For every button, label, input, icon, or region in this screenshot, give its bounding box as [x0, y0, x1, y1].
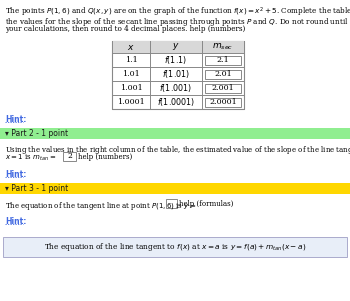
Text: 2.0001: 2.0001 — [209, 98, 237, 106]
Text: your calculations, then round to 4 decimal places. help (numbers): your calculations, then round to 4 decim… — [5, 25, 245, 33]
Text: 1.1: 1.1 — [125, 56, 137, 64]
Text: Hint:: Hint: — [5, 115, 26, 124]
Text: ▾ Part 3 - 1 point: ▾ Part 3 - 1 point — [5, 184, 68, 193]
Text: $f(1.001)$: $f(1.001)$ — [159, 82, 192, 94]
Text: 2.01: 2.01 — [214, 70, 232, 78]
Text: 2.001: 2.001 — [212, 84, 235, 92]
Text: the values for the slope of the secant line passing through points $P$ and $Q$. : the values for the slope of the secant l… — [5, 15, 350, 27]
Bar — [205, 83, 241, 92]
Text: The equation of the line tangent to $f(x)$ at $x = a$ is $y = f(a) + m_{tan}(x -: The equation of the line tangent to $f(x… — [44, 241, 306, 253]
Bar — [205, 98, 241, 107]
Bar — [166, 199, 177, 208]
Text: The equation of the tangent line at point $P(1, 6)$ is $y = $: The equation of the tangent line at poin… — [5, 200, 196, 212]
Text: $x = 1$ is $m_{tan} = $: $x = 1$ is $m_{tan} = $ — [5, 153, 56, 163]
Bar — [63, 152, 76, 161]
Bar — [0, 183, 350, 194]
Text: $f(1.0001)$: $f(1.0001)$ — [157, 96, 195, 108]
Text: Using the values in the right column of the table, the estimated value of the sl: Using the values in the right column of … — [5, 144, 350, 156]
Text: 1.0001: 1.0001 — [117, 98, 145, 106]
Bar — [3, 237, 347, 257]
Text: 2: 2 — [67, 153, 72, 160]
Bar — [112, 41, 244, 109]
Text: $m_{sec}$: $m_{sec}$ — [212, 42, 234, 52]
Text: $x$: $x$ — [127, 42, 135, 51]
Text: ▾ Part 2 - 1 point: ▾ Part 2 - 1 point — [5, 129, 68, 138]
Text: 2.1: 2.1 — [217, 56, 229, 64]
Text: $y$: $y$ — [172, 42, 180, 52]
Text: $f(1.01)$: $f(1.01)$ — [162, 68, 190, 80]
Text: Hint:: Hint: — [5, 217, 26, 226]
Bar — [205, 55, 241, 64]
Text: 1.001: 1.001 — [120, 84, 142, 92]
Bar — [205, 70, 241, 79]
Text: help (formulas): help (formulas) — [179, 200, 233, 208]
Text: $f(1.1)$: $f(1.1)$ — [164, 54, 188, 66]
Text: help (numbers): help (numbers) — [78, 153, 132, 161]
Text: 1.01: 1.01 — [122, 70, 140, 78]
Bar — [112, 41, 244, 53]
Text: The points $P(1, 6)$ and $Q(x, y)$ are on the graph of the function $f(x) = x^2 : The points $P(1, 6)$ and $Q(x, y)$ are o… — [5, 6, 350, 19]
Text: Hint:: Hint: — [5, 170, 26, 179]
Bar — [0, 128, 350, 139]
